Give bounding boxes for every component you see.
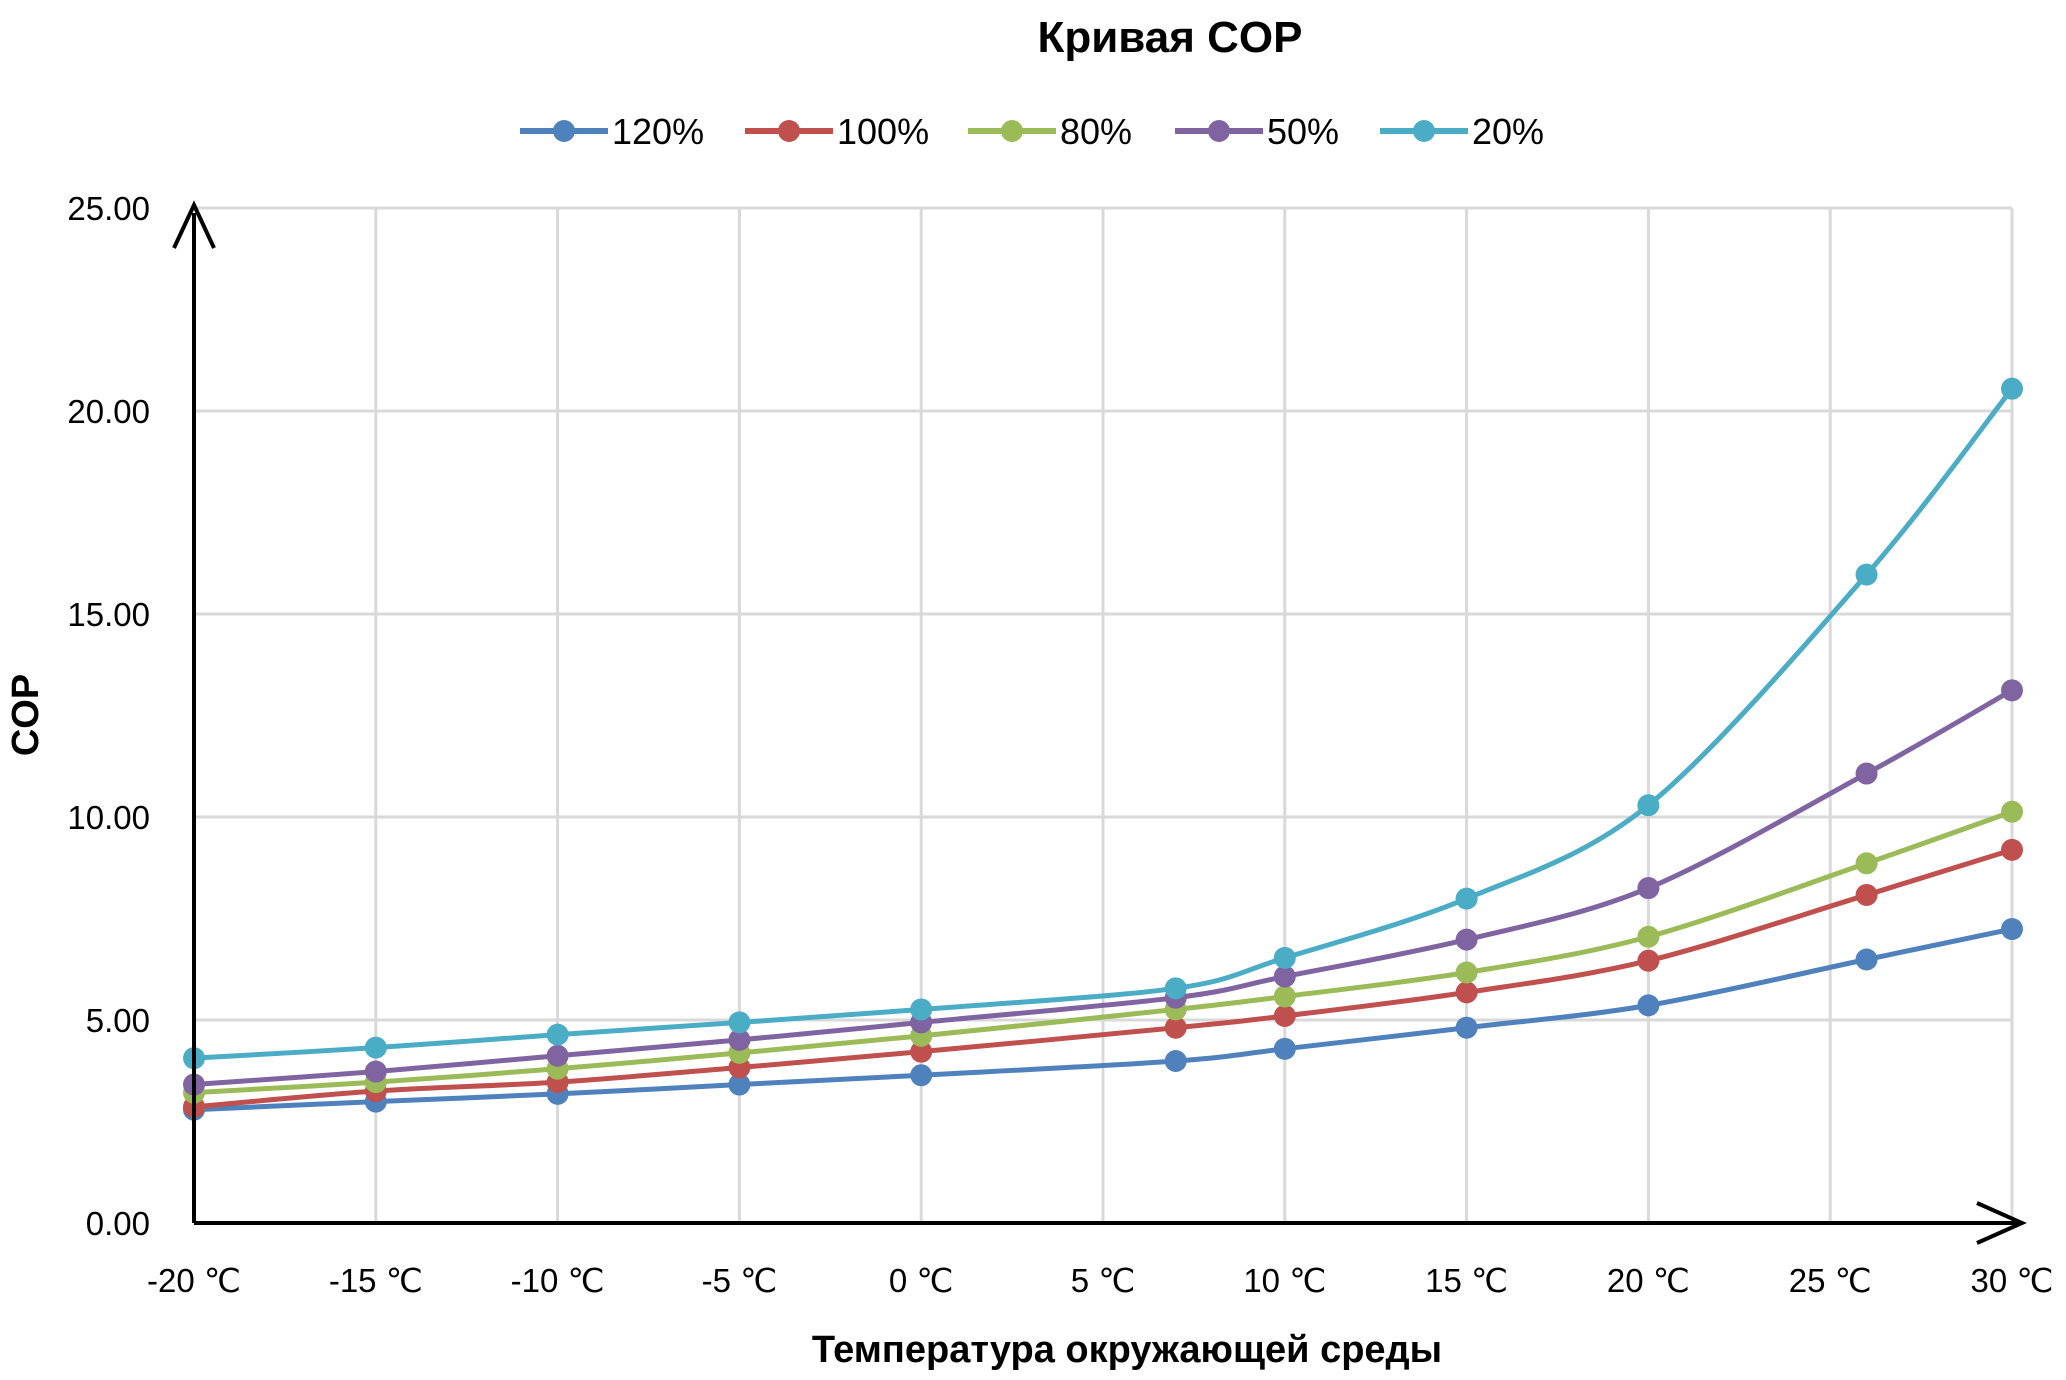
x-axis-arrow-icon	[1976, 1201, 2027, 1245]
legend-item-120%: 120%	[520, 111, 704, 152]
data-point	[1164, 977, 1187, 1000]
data-point	[1637, 877, 1660, 900]
data-point	[1273, 985, 1296, 1008]
series-line	[193, 847, 2013, 1110]
x-tick-label: 5 ℃	[1071, 1262, 1136, 1299]
data-point	[364, 1036, 387, 1059]
x-tick-label: -10 ℃	[511, 1262, 605, 1299]
y-axis-arrow-icon	[172, 200, 216, 249]
data-point	[546, 1044, 569, 1067]
x-tick-label: 30 ℃	[1971, 1262, 2054, 1299]
data-point	[910, 998, 933, 1021]
y-tick-label: 5.00	[86, 1002, 150, 1039]
legend-item-20%: 20%	[1380, 111, 1544, 152]
legend-marker-icon	[1001, 120, 1023, 142]
data-point	[1164, 1016, 1187, 1039]
data-point	[2001, 838, 2023, 861]
data-point	[1637, 794, 1660, 817]
data-point	[1855, 563, 1878, 586]
legend-marker-icon	[553, 120, 575, 142]
x-tick-label: 20 ℃	[1607, 1262, 1690, 1299]
data-point	[1164, 1050, 1187, 1073]
data-point	[1455, 981, 1478, 1004]
data-point	[728, 1028, 751, 1051]
legend-item-80%: 80%	[968, 111, 1132, 152]
x-axis-ticks: -20 ℃ -15 ℃ -10 ℃ -5 ℃ 0 ℃ 5 ℃ 10 ℃ 15 ℃ 20 ℃ 25 …	[147, 1262, 2053, 1299]
x-tick-label: 0 ℃	[889, 1262, 954, 1299]
legend-marker-icon	[778, 120, 800, 142]
legend-item-50%: 50%	[1175, 111, 1339, 152]
data-point	[1455, 961, 1478, 984]
data-point	[1855, 762, 1878, 785]
x-axis-label: Температура окружающей среды	[812, 1329, 1442, 1371]
x-tick-label: -5 ℃	[702, 1262, 778, 1299]
data-point	[1855, 852, 1878, 875]
data-point	[1637, 994, 1660, 1017]
series-line	[193, 926, 2013, 1113]
y-axis-label: COP	[5, 674, 47, 756]
legend: 120% 100% 80% 50% 20%	[520, 111, 1544, 152]
legend-marker-icon	[1413, 120, 1435, 142]
y-tick-label: 15.00	[67, 596, 150, 633]
data-point	[1855, 883, 1878, 906]
y-tick-label: 25.00	[67, 190, 150, 227]
data-point	[1855, 948, 1878, 971]
y-tick-label: 10.00	[67, 799, 150, 836]
x-tick-label: 25 ℃	[1789, 1262, 1872, 1299]
data-point	[2001, 679, 2023, 702]
data-point	[910, 1040, 933, 1063]
data-point	[910, 1064, 933, 1087]
x-tick-label: -15 ℃	[329, 1262, 423, 1299]
data-point	[1637, 925, 1660, 948]
data-point	[1455, 887, 1478, 910]
chart-title: Кривая COP	[1038, 13, 1303, 62]
data-point	[728, 1011, 751, 1034]
legend-label: 20%	[1472, 111, 1544, 152]
x-tick-label: 15 ℃	[1425, 1262, 1508, 1299]
legend-label: 100%	[837, 111, 929, 152]
data-point	[2001, 800, 2023, 823]
series-line	[193, 809, 2013, 1096]
data-point	[546, 1023, 569, 1046]
data-point	[1455, 1016, 1478, 1039]
data-point	[1273, 946, 1296, 969]
legend-item-100%: 100%	[745, 111, 929, 152]
legend-label: 80%	[1060, 111, 1132, 152]
legend-marker-icon	[1208, 120, 1230, 142]
series-20%	[183, 377, 2023, 1070]
data-point	[1273, 965, 1296, 988]
y-tick-label: 0.00	[86, 1205, 150, 1242]
legend-label: 50%	[1267, 111, 1339, 152]
y-axis-ticks: 0.00 5.00 10.00 15.00 20.00 25.00	[67, 190, 150, 1242]
data-point	[364, 1060, 387, 1083]
x-tick-label: 10 ℃	[1243, 1262, 1326, 1299]
series-group	[183, 377, 2023, 1121]
series-line	[193, 688, 2014, 1088]
y-tick-label: 20.00	[67, 393, 150, 430]
data-point	[2001, 918, 2023, 941]
x-tick-label: -20 ℃	[147, 1262, 241, 1299]
legend-label: 120%	[612, 111, 704, 152]
data-point	[2001, 377, 2023, 400]
data-point	[1273, 1004, 1296, 1027]
data-point	[1455, 928, 1478, 951]
data-point	[1273, 1037, 1296, 1060]
data-point	[1637, 949, 1660, 972]
axes	[172, 200, 2027, 1245]
data-point	[728, 1073, 751, 1096]
